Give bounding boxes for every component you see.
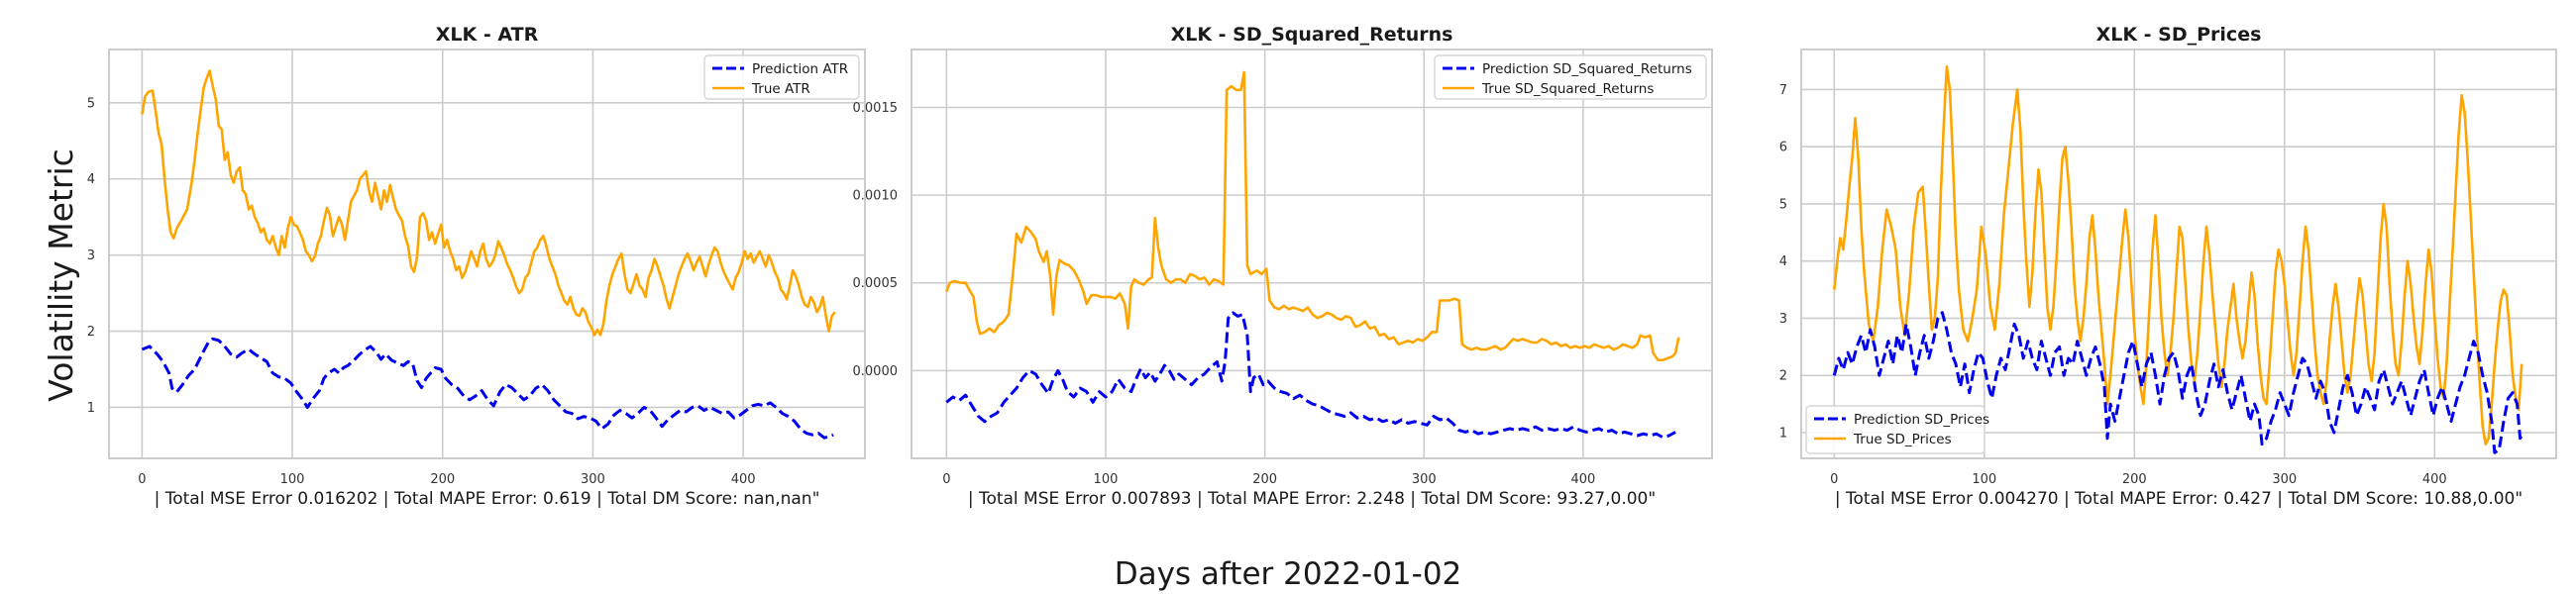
- legend-label-true-sd-prices: True SD_Prices: [1853, 432, 1952, 447]
- x-axis-label: | Total MSE Error 0.016202 | Total MAPE …: [155, 489, 820, 509]
- plot-area: [912, 50, 1712, 458]
- chart-panel-atr: 0 100 200 300 400 1 2 3 4 5 XLK - ATR | Total MSE E…: [87, 24, 866, 509]
- y-tick-label: 1: [1779, 427, 1787, 442]
- chart-panel-sd-prices: 0 100 200 300 400 1 2 3 4 5 6 7 XLK - SD_Prices | Tot…: [1779, 24, 2557, 509]
- legend-label-true-sd-squared-returns: True SD_Squared_Returns: [1481, 81, 1654, 97]
- axes-frame: [1800, 49, 2557, 459]
- x-tick-label: 400: [1570, 472, 1595, 487]
- legend: Prediction SD_Prices True SD_Prices: [1805, 405, 1989, 454]
- x-tick-label: 0: [138, 472, 146, 487]
- series-line-prediction-sd-prices: [1832, 311, 2525, 454]
- legend: Prediction ATR True ATR: [703, 54, 860, 100]
- series-group: [945, 70, 1680, 440]
- legend-label-prediction-sd-prices: Prediction SD_Prices: [1854, 412, 1989, 428]
- legend-label-prediction-atr: Prediction ATR: [752, 61, 848, 77]
- legend-label-true-atr: True ATR: [751, 81, 810, 97]
- x-tick-label: 300: [1412, 472, 1437, 487]
- chart-title: XLK - SD_Prices: [2096, 24, 2262, 46]
- y-tick-label: 0.0015: [853, 101, 899, 116]
- x-tick-label: 100: [1972, 472, 1996, 487]
- x-tick-label: 300: [581, 472, 605, 487]
- legend-box: [1805, 405, 1986, 454]
- series-line-true-atr: [141, 69, 836, 337]
- y-tick-label: 3: [87, 248, 95, 263]
- y-tick-label: 2: [1779, 369, 1787, 384]
- legend: Prediction SD_Squared_Returns True SD_Squ…: [1434, 54, 1707, 100]
- y-tick-label: 0.0005: [853, 276, 899, 291]
- y-tick-label: 5: [87, 96, 95, 111]
- y-tick-label: 5: [1779, 197, 1787, 212]
- chart-panel-sd-squared-returns: 0 100 200 300 400 0.0000 0.0005 0.0010 0.0015 XLK…: [853, 24, 1713, 509]
- plot-area: [109, 50, 865, 458]
- y-tick-label: 4: [1779, 254, 1787, 269]
- y-tick-label: 0.0000: [853, 364, 899, 379]
- x-tick-label: 100: [1094, 472, 1119, 487]
- y-tick-label: 4: [87, 172, 95, 187]
- x-tick-label: 100: [280, 472, 305, 487]
- x-axis-label: | Total MSE Error 0.007893 | Total MAPE …: [968, 489, 1656, 509]
- y-tick-label: 7: [1779, 83, 1787, 98]
- figure-ylabel: Volatility Metric: [42, 148, 80, 402]
- series-line-true-sd-prices: [1833, 65, 2523, 446]
- x-tick-label: 200: [1252, 472, 1277, 487]
- series-group: [141, 69, 836, 440]
- axes-frame: [911, 49, 1713, 459]
- x-tick-label: 400: [2422, 472, 2447, 487]
- y-tick-label: 2: [87, 325, 95, 340]
- legend-label-prediction-sd-squared-returns: Prediction SD_Squared_Returns: [1482, 61, 1692, 77]
- legend-box: [1434, 54, 1707, 100]
- x-tick-label: 0: [1830, 472, 1838, 487]
- x-tick-label: 400: [731, 472, 756, 487]
- y-tick-label: 0.0010: [853, 189, 899, 204]
- series-line-prediction-sd-squared-returns: [945, 311, 1676, 440]
- x-tick-label: 0: [942, 472, 950, 487]
- x-tick-label: 300: [2272, 472, 2297, 487]
- series-line-prediction-atr: [141, 337, 834, 440]
- axes-frame: [108, 49, 866, 459]
- series-group: [1832, 65, 2525, 454]
- x-tick-label: 200: [2122, 472, 2147, 487]
- x-tick-label: 200: [430, 472, 455, 487]
- chart-title: XLK - SD_Squared_Returns: [1171, 24, 1453, 46]
- x-axis-label: | Total MSE Error 0.004270 | Total MAPE …: [1835, 489, 2522, 509]
- y-tick-label: 1: [87, 401, 95, 416]
- series-line-true-sd-squared-returns: [945, 70, 1680, 361]
- figure-xlabel: Days after 2022-01-02: [1115, 556, 1462, 592]
- y-tick-label: 6: [1779, 141, 1787, 155]
- y-tick-label: 3: [1779, 312, 1787, 327]
- chart-title: XLK - ATR: [436, 24, 539, 46]
